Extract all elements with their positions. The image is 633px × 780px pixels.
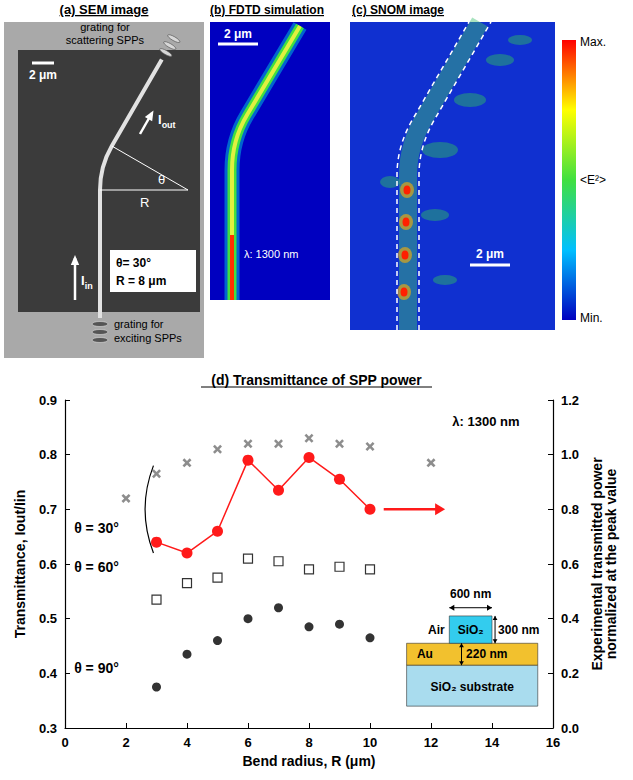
- svg-text:0.5: 0.5: [39, 611, 57, 626]
- svg-text:2 μm: 2 μm: [476, 247, 504, 261]
- svg-text:10: 10: [363, 735, 377, 750]
- svg-text:Max.: Max.: [580, 35, 606, 49]
- svg-text:0.9: 0.9: [39, 393, 57, 408]
- svg-text:θ= 30°: θ= 30°: [116, 256, 151, 270]
- svg-text:normalized at the peak value: normalized at the peak value: [603, 468, 619, 659]
- svg-text:θ = 30°: θ = 30°: [74, 520, 119, 536]
- svg-text:Experimental transmitted power: Experimental transmitted power: [589, 457, 605, 671]
- svg-text:0.4: 0.4: [39, 666, 58, 681]
- svg-text:0: 0: [61, 735, 68, 750]
- svg-text:12: 12: [424, 735, 438, 750]
- svg-text:6: 6: [244, 735, 251, 750]
- svg-text:1.0: 1.0: [561, 447, 579, 462]
- svg-text:Air: Air: [428, 623, 445, 637]
- svg-text:(d) Transmittance of SPP power: (d) Transmittance of SPP power: [211, 372, 422, 388]
- svg-text:scattering SPPs: scattering SPPs: [66, 34, 145, 46]
- svg-text:(c) SNOM image: (c) SNOM image: [352, 3, 444, 17]
- svg-text:Bend radius, R (μm): Bend radius, R (μm): [242, 753, 375, 769]
- svg-text:<E²>: <E²>: [580, 173, 606, 187]
- svg-text:0.8: 0.8: [561, 502, 579, 517]
- svg-text:0.7: 0.7: [39, 502, 57, 517]
- svg-text:8: 8: [305, 735, 312, 750]
- svg-text:Au: Au: [417, 647, 433, 661]
- svg-text:2 μm: 2 μm: [29, 68, 57, 82]
- svg-text:300 nm: 300 nm: [498, 623, 539, 637]
- svg-text:Min.: Min.: [580, 311, 603, 325]
- svg-text:Iout: Iout: [158, 112, 176, 130]
- svg-text:λ: 1300 nm: λ: 1300 nm: [452, 414, 519, 429]
- svg-text:(a) SEM image: (a) SEM image: [60, 2, 149, 17]
- svg-text:Iin: Iin: [81, 273, 93, 291]
- svg-text:θ = 90°: θ = 90°: [74, 660, 119, 676]
- svg-text:0.0: 0.0: [561, 721, 579, 736]
- svg-text:220 nm: 220 nm: [466, 647, 507, 661]
- svg-text:4: 4: [183, 735, 191, 750]
- svg-text:R = 8 μm: R = 8 μm: [116, 274, 166, 288]
- svg-text:0.3: 0.3: [39, 721, 57, 736]
- svg-text:0.6: 0.6: [39, 557, 57, 572]
- svg-text:grating for: grating for: [114, 318, 164, 330]
- svg-text:0.4: 0.4: [561, 611, 580, 626]
- svg-text:14: 14: [485, 735, 500, 750]
- svg-text:(b) FDTD simulation: (b) FDTD simulation: [210, 3, 324, 17]
- svg-text:0.8: 0.8: [39, 447, 57, 462]
- svg-text:SiO₂ substrate: SiO₂ substrate: [430, 680, 514, 694]
- svg-text:λ: 1300 nm: λ: 1300 nm: [244, 248, 298, 260]
- svg-text:θ: θ: [158, 172, 165, 187]
- svg-text:0.2: 0.2: [561, 666, 579, 681]
- svg-text:θ = 60°: θ = 60°: [74, 559, 119, 575]
- svg-text:600 nm: 600 nm: [450, 587, 491, 601]
- svg-text:1.2: 1.2: [561, 393, 579, 408]
- svg-text:grating for: grating for: [80, 21, 130, 33]
- svg-text:R: R: [140, 195, 149, 210]
- svg-text:2 μm: 2 μm: [224, 27, 252, 41]
- svg-text:2: 2: [122, 735, 129, 750]
- svg-text:16: 16: [546, 735, 560, 750]
- svg-text:Transmittance, Iout/Iin: Transmittance, Iout/Iin: [12, 490, 28, 639]
- svg-text:exciting SPPs: exciting SPPs: [114, 332, 182, 344]
- svg-text:0.6: 0.6: [561, 557, 579, 572]
- svg-text:SiO₂: SiO₂: [458, 623, 484, 637]
